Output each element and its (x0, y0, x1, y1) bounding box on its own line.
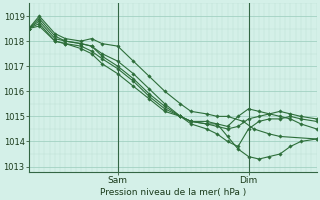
X-axis label: Pression niveau de la mer( hPa ): Pression niveau de la mer( hPa ) (100, 188, 246, 197)
